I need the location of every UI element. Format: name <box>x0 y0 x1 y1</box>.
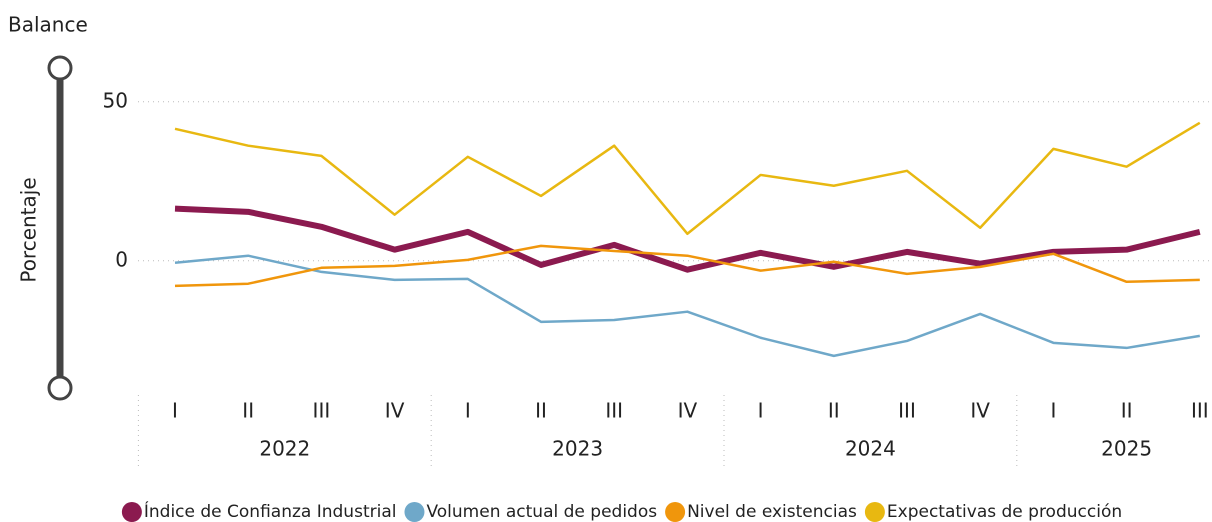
x-group-label: 2025 <box>1101 437 1152 461</box>
x-tick-label: II <box>535 399 547 423</box>
x-tick-label: II <box>828 399 840 423</box>
y-tick-label: 50 <box>103 88 128 112</box>
x-group-label: 2022 <box>259 437 310 461</box>
x-tick-label: III <box>1191 399 1209 423</box>
series-line <box>174 244 1200 288</box>
x-tick-label: III <box>313 399 331 423</box>
y-tick-label: 0 <box>115 247 128 271</box>
legend-item: Volumen actual de pedidos <box>404 502 657 522</box>
legend-label: Volumen actual de pedidos <box>426 502 657 522</box>
x-group-label: 2023 <box>552 437 603 461</box>
x-tick-label: III <box>605 399 623 423</box>
series-line <box>174 205 1201 273</box>
legend-swatch <box>404 502 425 522</box>
chart-title: Balance <box>8 13 88 37</box>
legend-label: Índice de Confianza Industrial <box>144 500 397 522</box>
x-tick-label: IV <box>970 399 990 423</box>
x-group-label: 2024 <box>845 437 896 461</box>
x-tick-label: I <box>465 399 471 423</box>
x-tick-label: I <box>758 399 764 423</box>
series-line <box>174 121 1201 236</box>
x-tick-label: IV <box>385 399 405 423</box>
legend-label: Expectativas de producción <box>887 502 1122 522</box>
x-tick-label: II <box>1121 399 1133 423</box>
legend-swatch <box>121 502 142 522</box>
slider-handle[interactable] <box>47 375 73 401</box>
x-tick-label: I <box>1050 399 1056 423</box>
x-tick-label: III <box>898 399 916 423</box>
series-line <box>174 254 1201 358</box>
legend-label: Nivel de existencias <box>687 502 857 522</box>
slider-handle[interactable] <box>47 55 73 81</box>
y-axis-label: Porcentaje <box>17 177 41 282</box>
legend: Índice de Confianza Industrial Volumen ac… <box>121 500 1122 522</box>
legend-swatch <box>864 502 885 522</box>
legend-swatch <box>665 502 686 522</box>
x-tick-label: IV <box>678 399 698 423</box>
legend-item: Nivel de existencias <box>665 502 857 522</box>
legend-item: Expectativas de producción <box>864 502 1122 522</box>
x-tick-label: II <box>242 399 254 423</box>
x-tick-label: I <box>172 399 178 423</box>
legend-item: Índice de Confianza Industrial <box>121 500 397 522</box>
